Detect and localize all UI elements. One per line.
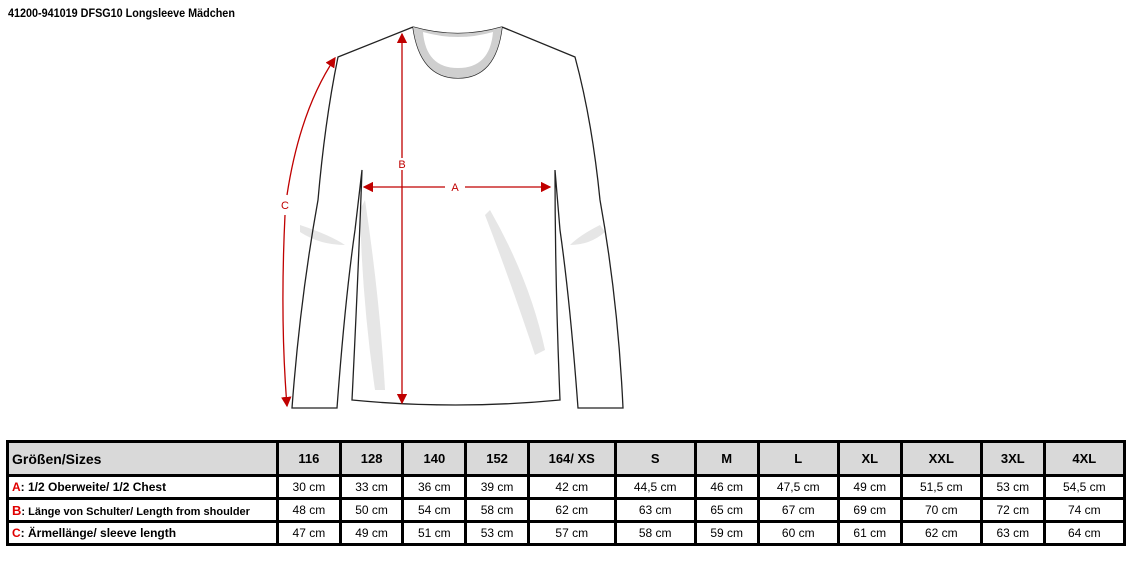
label-a: A: [451, 182, 459, 194]
table-cell: 54,5 cm: [1042, 474, 1127, 500]
label-b: B: [398, 159, 405, 171]
table-row: B: Länge von Schulter/ Length from shoul…: [6, 497, 1127, 523]
table-cell: 57 cm: [526, 520, 617, 546]
table-cell: 70 cm: [899, 497, 983, 523]
table-cell: 62 cm: [899, 520, 983, 546]
size-header: XXL: [899, 440, 983, 477]
table-cell: 30 cm: [276, 474, 342, 500]
shirt-outline: [291, 26, 624, 409]
table-cell: 53 cm: [979, 474, 1046, 500]
table-cell: 63 cm: [613, 497, 697, 523]
table-cell: 50 cm: [338, 497, 405, 523]
table-cell: 59 cm: [693, 520, 760, 546]
row-letter: B: [12, 502, 22, 518]
size-header: M: [693, 440, 760, 477]
row-label-text: : Länge von Schulter/ Length from should…: [21, 505, 250, 518]
longsleeve-diagram: B A C: [281, 26, 624, 409]
table-cell: 74 cm: [1042, 497, 1127, 523]
row-letter: C: [12, 526, 21, 540]
row-label-text: : Ärmellänge/ sleeve length: [20, 526, 177, 540]
table-cell: 49 cm: [338, 520, 405, 546]
table-cell: 61 cm: [836, 520, 903, 546]
table-cell: 39 cm: [464, 474, 530, 500]
size-header: 128: [338, 440, 405, 477]
shading: [300, 200, 605, 390]
table-cell: 33 cm: [338, 474, 405, 500]
table-cell: 51,5 cm: [899, 474, 983, 500]
table-cell: 42 cm: [526, 474, 617, 500]
table-cell: 36 cm: [401, 474, 468, 500]
size-header: XL: [836, 440, 903, 477]
label-c: C: [281, 200, 289, 212]
table-cell: 54 cm: [401, 497, 468, 523]
table-cell: 44,5 cm: [613, 474, 697, 500]
size-header: L: [756, 440, 840, 477]
size-header: 116: [276, 440, 342, 477]
table-cell: 67 cm: [756, 497, 840, 523]
table-cell: 72 cm: [979, 497, 1046, 523]
table-cell: 64 cm: [1042, 520, 1127, 546]
table-cell: 60 cm: [756, 520, 840, 546]
table-cell: 51 cm: [401, 520, 468, 546]
measure-c-arrow: [281, 56, 336, 408]
table-cell: 65 cm: [693, 497, 760, 523]
table-cell: 62 cm: [526, 497, 617, 523]
size-header: 4XL: [1042, 440, 1127, 477]
table-row: C: Ärmellänge/ sleeve length 47 cm 49 cm…: [6, 520, 1127, 546]
table-cell: 58 cm: [464, 497, 530, 523]
row-label: A: 1/2 Oberweite/ 1/2 Chest: [6, 474, 279, 500]
table-cell: 46 cm: [693, 474, 760, 500]
document-title: 41200-941019 DFSG10 Longsleeve Mädchen: [8, 6, 235, 20]
size-header: 152: [464, 440, 530, 477]
table-cell: 69 cm: [836, 497, 903, 523]
row-label: B: Länge von Schulter/ Length from shoul…: [6, 497, 279, 523]
table-cell: 53 cm: [464, 520, 530, 546]
row-letter: A: [12, 480, 21, 494]
size-header: 164/ XS: [526, 440, 617, 477]
table-cell: 47,5 cm: [756, 474, 840, 500]
table-cell: 48 cm: [276, 497, 342, 523]
row-label: C: Ärmellänge/ sleeve length: [6, 520, 279, 546]
size-header: 3XL: [979, 440, 1046, 477]
table-cell: 49 cm: [836, 474, 903, 500]
table-header-row: Größen/Sizes 116 128 140 152 164/ XS S M…: [6, 440, 1127, 477]
table-cell: 63 cm: [979, 520, 1046, 546]
header-label: Größen/Sizes: [6, 440, 279, 477]
table-cell: 47 cm: [276, 520, 342, 546]
size-chart-table: Größen/Sizes 116 128 140 152 164/ XS S M…: [6, 440, 1127, 546]
table-cell: 58 cm: [613, 520, 697, 546]
row-label-text: : 1/2 Oberweite/ 1/2 Chest: [20, 480, 167, 494]
table-row: A: 1/2 Oberweite/ 1/2 Chest 30 cm 33 cm …: [6, 474, 1127, 500]
collar-band: [413, 27, 502, 78]
size-header: 140: [401, 440, 468, 477]
size-header: S: [613, 440, 697, 477]
